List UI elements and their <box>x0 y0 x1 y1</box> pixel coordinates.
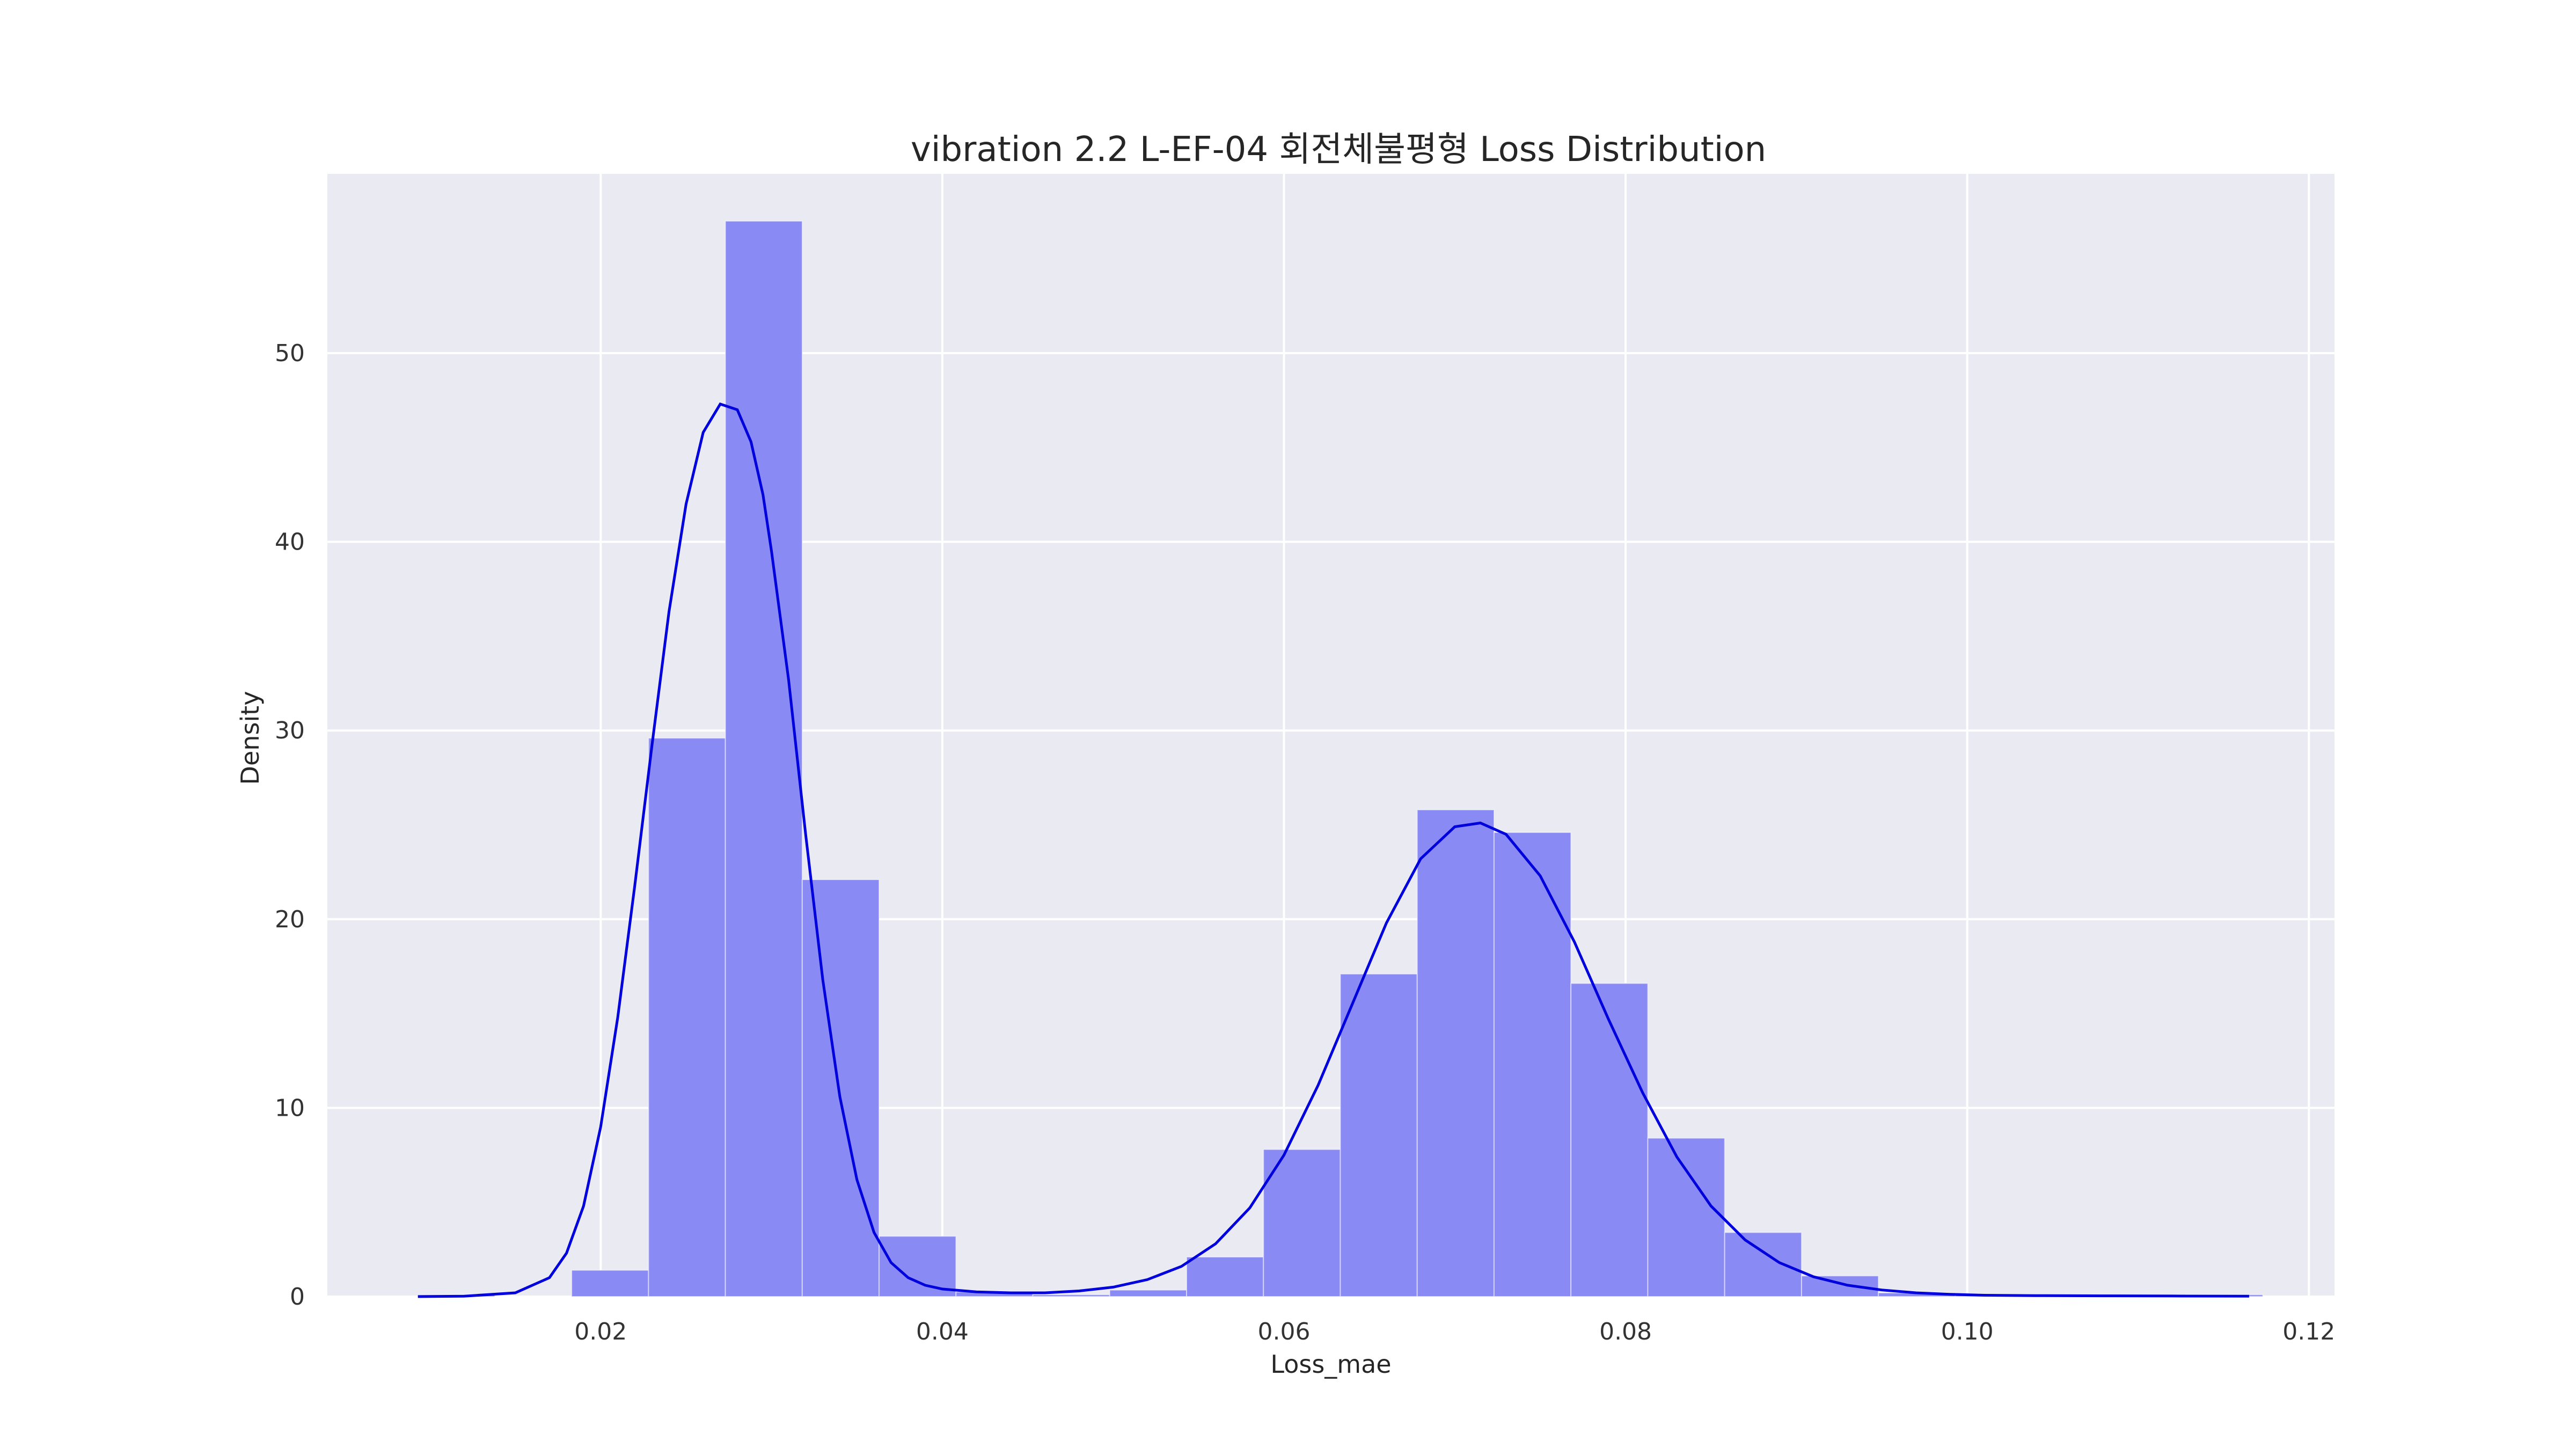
x-axis-ticks: 0.02 0.04 0.06 0.08 0.10 0.12 <box>574 1318 2335 1345</box>
histogram-bar-9 <box>1109 1289 1188 1297</box>
y-tick-label: 30 <box>275 717 305 744</box>
y-tick-label: 0 <box>290 1283 305 1311</box>
y-tick-label: 40 <box>275 529 305 556</box>
histogram-bar-3 <box>648 737 726 1297</box>
histogram-bar-17 <box>1724 1232 1802 1297</box>
histogram-bar-15 <box>1570 983 1649 1297</box>
histogram-bar-11 <box>1263 1148 1341 1298</box>
x-tick-label: 0.06 <box>1257 1318 1310 1345</box>
histogram-bar-12 <box>1340 973 1418 1297</box>
histogram-bars <box>417 220 2264 1298</box>
histogram-bar-13 <box>1416 809 1495 1297</box>
x-tick-label: 0.10 <box>1941 1318 1994 1345</box>
y-tick-label: 20 <box>275 906 305 933</box>
y-axis-label: Density <box>236 691 265 785</box>
chart-title: vibration 2.2 L-EF-04 회전체불평형 Loss Distri… <box>911 130 1766 170</box>
histogram-bar-16 <box>1647 1137 1725 1298</box>
y-tick-label: 10 <box>275 1094 305 1122</box>
x-tick-label: 0.02 <box>574 1318 627 1345</box>
y-tick-label: 50 <box>275 340 305 367</box>
histogram-bar-4 <box>724 220 803 1297</box>
kde-line <box>418 402 2249 1298</box>
histogram-bar-18 <box>1801 1275 1879 1298</box>
histogram-bar-14 <box>1493 832 1572 1297</box>
histogram-bar-10 <box>1186 1256 1264 1298</box>
x-tick-label: 0.08 <box>1599 1318 1652 1345</box>
y-axis-ticks: 0 10 20 30 40 50 <box>275 340 305 1311</box>
histogram-bar-5 <box>801 879 880 1297</box>
x-tick-label: 0.12 <box>2282 1318 2335 1345</box>
x-axis-label: Loss_mae <box>1270 1350 1391 1379</box>
histogram-bar-2 <box>571 1269 649 1297</box>
histogram-bar-6 <box>879 1235 957 1297</box>
plot-area <box>327 174 2334 1297</box>
x-tick-label: 0.04 <box>916 1318 969 1345</box>
histogram-bar-8 <box>1032 1294 1110 1298</box>
